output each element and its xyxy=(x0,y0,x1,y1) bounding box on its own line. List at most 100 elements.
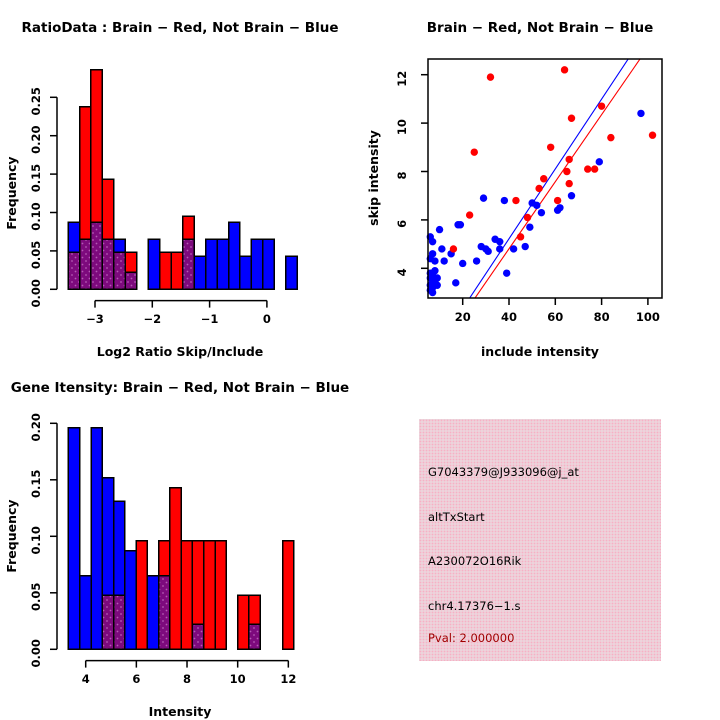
x-tick-label: −3 xyxy=(86,312,104,326)
scatter-xlabel: include intensity xyxy=(481,344,599,359)
histogram-bar-blue xyxy=(147,238,161,291)
scatter-point-blue xyxy=(556,204,564,212)
histogram-bar-blue xyxy=(285,255,299,291)
fit-line-brain-fit xyxy=(474,59,641,298)
histogram-bar-red xyxy=(202,540,216,651)
y-tick-label: 0.20 xyxy=(29,413,43,441)
y-tick-label: 0.25 xyxy=(29,87,43,115)
scatter-point-blue xyxy=(595,158,603,166)
pval-text: Pval: 2.000000 xyxy=(428,631,515,645)
scatter-point-red xyxy=(516,233,525,241)
histogram-bar-blue xyxy=(67,427,81,651)
histogram-bar-blue xyxy=(262,238,276,291)
scatter-point-red xyxy=(560,66,569,74)
scatter-point-blue xyxy=(459,259,467,268)
scatter-point-blue xyxy=(526,223,534,231)
y-tick-label: 0.00 xyxy=(29,279,43,307)
y-tick-label: 0.10 xyxy=(29,526,43,554)
histogram-bar-overlap xyxy=(124,271,138,291)
scatter-point-red xyxy=(648,131,657,139)
histogram-bar-overlap xyxy=(157,575,171,651)
x-tick-label: 10 xyxy=(230,672,246,686)
plot-frame xyxy=(427,58,663,299)
scatter-point-red xyxy=(465,211,474,219)
gene-histogram-title: Gene Itensity: Brain − Red, Not Brain − … xyxy=(10,380,350,396)
scatter-point-blue xyxy=(496,237,504,246)
panel-gene-intensity-histogram: Gene Itensity: Brain − Red, Not Brain − … xyxy=(0,360,360,720)
scatter-title: Brain − Red, Not Brain − Blue xyxy=(426,20,654,36)
gene-histogram-plot: 0.00 0.05 0.10 0.15 0.20 4 6 8 10 12 xyxy=(29,413,296,686)
histogram-bar-overlap xyxy=(78,238,92,291)
y-tick-label: 6 xyxy=(395,220,409,228)
fit-line-not-brain-fit xyxy=(469,59,629,298)
y-tick-label: 4 xyxy=(395,268,409,276)
scatter-point-blue xyxy=(567,192,576,200)
scatter-point-blue xyxy=(500,196,509,205)
gene-symbol-text: A230072O16Rik xyxy=(428,554,522,568)
x-tick-label: 0 xyxy=(263,312,271,326)
scatter-point-red xyxy=(563,167,571,176)
histogram-bar-red xyxy=(281,540,295,651)
y-tick-label: 0.20 xyxy=(29,126,43,154)
scatter-point-red xyxy=(535,184,543,193)
histogram-bar-red xyxy=(135,540,149,651)
y-tick-label: 12 xyxy=(395,71,409,87)
histogram-bar-red xyxy=(214,540,228,651)
panel-ratio-histogram: RatioData : Brain − Red, Not Brain − Blu… xyxy=(0,0,360,360)
fit-lines xyxy=(469,59,641,298)
x-tick-label: 8 xyxy=(183,672,191,686)
scatter-point-red xyxy=(553,196,562,205)
gene-histogram-xlabel: Intensity xyxy=(148,704,212,719)
y-tick-label: 0.05 xyxy=(29,241,43,269)
scatter-point-blue xyxy=(433,281,441,289)
event-type-text: altTxStart xyxy=(428,510,485,524)
histogram-bar-overlap xyxy=(191,623,205,651)
histogram-bar-red xyxy=(170,251,184,291)
scatter-point-red xyxy=(607,133,615,142)
scatter-point-red xyxy=(523,213,532,222)
scatter-point-red xyxy=(565,179,573,188)
x-tick-label: 60 xyxy=(547,310,563,324)
histogram-bar-blue xyxy=(250,238,264,291)
scatter-point-blue xyxy=(472,257,481,265)
scatter-point-blue xyxy=(428,288,437,297)
axes xyxy=(50,96,268,308)
histogram-bar-blue xyxy=(204,238,218,291)
histogram-bar-red xyxy=(180,540,194,651)
histogram-bar-red xyxy=(158,251,172,291)
histogram-bar-overlap xyxy=(101,238,115,291)
histogram-bar-overlap xyxy=(67,251,81,291)
y-tick-label: 8 xyxy=(395,171,409,179)
y-tick-label: 0.10 xyxy=(29,202,43,230)
scatter-point-red xyxy=(449,245,458,253)
scatter-point-red xyxy=(597,102,606,110)
scatter-point-blue xyxy=(496,245,504,253)
y-tick-label: 0.00 xyxy=(29,639,43,667)
locus-text: chr4.17376−1.s xyxy=(428,599,521,613)
scatter-point-blue xyxy=(452,279,460,287)
ratio-histogram-xlabel: Log2 Ratio Skip/Include xyxy=(96,344,264,359)
y-tick-label: 10 xyxy=(395,119,409,135)
panel-info-box: G7043379@J933096@j_at altTxStart A230072… xyxy=(360,360,720,720)
x-tick-label: 12 xyxy=(280,672,296,686)
scatter-point-red xyxy=(540,175,548,183)
y-tick-label: 0.15 xyxy=(29,164,43,192)
scatter-point-blue xyxy=(479,194,488,202)
panel-intensity-scatter: Brain − Red, Not Brain − Blue skip inten… xyxy=(360,0,720,360)
scatter-point-red xyxy=(546,143,555,151)
axes xyxy=(50,422,290,668)
x-tick-label: −2 xyxy=(143,312,161,326)
x-tick-label: 80 xyxy=(594,310,610,324)
histogram-bar-blue xyxy=(239,255,253,291)
x-tick-label: −1 xyxy=(201,312,219,326)
scatter-point-red xyxy=(584,165,592,173)
scatter-point-red xyxy=(486,73,495,81)
gene-info-box: G7043379@J933096@j_at altTxStart A230072… xyxy=(419,419,661,661)
histogram-bar-overlap xyxy=(90,221,104,291)
scatter-point-blue xyxy=(435,225,444,234)
scatter-point-red xyxy=(590,165,599,173)
histogram-bar-red xyxy=(236,594,250,651)
histogram-bar-red xyxy=(169,486,182,651)
histogram-bar-blue xyxy=(124,550,137,651)
